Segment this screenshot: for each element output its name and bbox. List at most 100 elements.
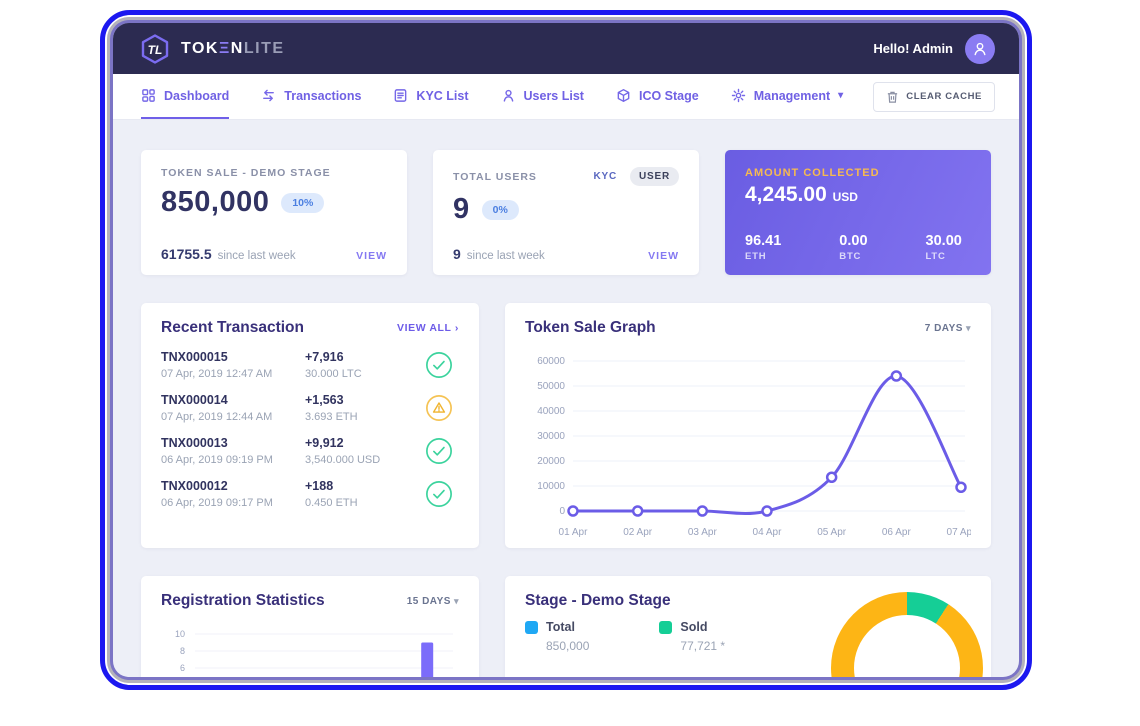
check-circle-icon — [426, 352, 452, 378]
total-users-view-link[interactable]: VIEW — [648, 250, 679, 262]
transaction-row: TNX000015 07 Apr, 2019 12:47 AM +7,916 30.… — [161, 350, 459, 380]
tx-value: 30.000 LTC — [305, 368, 362, 380]
gear-icon — [731, 88, 745, 103]
tx-value: 3,540.000 USD — [305, 454, 381, 466]
kyc-user-toggle: KYC USER — [585, 167, 679, 186]
view-all-link[interactable]: VIEW ALL › — [397, 322, 459, 334]
dashboard-content: TOKEN SALE - DEMO STAGE 850,000 10% 6175… — [113, 120, 1019, 677]
svg-text:02 Apr: 02 Apr — [623, 527, 653, 538]
nav-label: Transactions — [284, 88, 362, 103]
breakdown-unit: BTC — [839, 251, 862, 262]
breakdown-unit: LTC — [925, 251, 946, 262]
tx-id: TNX000013 — [161, 436, 228, 450]
chevron-down-icon: ▾ — [838, 90, 844, 101]
nav-label: ICO Stage — [638, 88, 699, 103]
clear-cache-label: CLEAR CACHE — [906, 91, 982, 102]
tx-amount: +7,916 — [305, 350, 344, 364]
chevron-down-icon: ▾ — [965, 322, 971, 333]
transaction-row: TNX000014 07 Apr, 2019 12:44 AM +1,563 3.6… — [161, 393, 459, 423]
breakdown-btc: 0.00 BTC — [839, 233, 867, 262]
nav-tab-management[interactable]: Management ▾ — [731, 74, 843, 119]
toggle-user[interactable]: USER — [630, 167, 679, 186]
transaction-row: TNX000012 06 Apr, 2019 09:17 PM +188 0.450… — [161, 479, 459, 509]
list-document-icon — [395, 89, 407, 102]
legend-total: Total 850,000 — [525, 620, 589, 653]
person-icon — [503, 89, 513, 102]
tx-date: 06 Apr, 2019 09:19 PM — [161, 454, 273, 466]
nav-label: Management — [753, 88, 831, 103]
nav-label: KYC List — [416, 88, 469, 103]
svg-text:07 Apr: 07 Apr — [947, 527, 971, 538]
check-circle-icon — [426, 481, 452, 507]
range-dropdown-15days[interactable]: 15 DAYS ▾ — [407, 596, 459, 607]
dashboard-grid-icon — [142, 89, 155, 102]
token-sale-delta: 61755.5 — [161, 246, 212, 262]
svg-text:06 Apr: 06 Apr — [882, 527, 912, 538]
trash-icon — [888, 91, 898, 103]
nav-tab-transactions[interactable]: Transactions — [261, 74, 361, 119]
total-users-value: 9 — [453, 193, 470, 225]
tx-id: TNX000012 — [161, 479, 228, 493]
brand-text-light: LITE — [243, 39, 285, 57]
tx-status-icon — [425, 437, 453, 465]
percent-badge: 0% — [481, 199, 519, 220]
svg-text:TL: TL — [148, 43, 163, 57]
tx-status-icon — [425, 480, 453, 508]
breakdown-value: 30.00 — [925, 233, 962, 249]
nav-tab-kyc-list[interactable]: KYC List — [393, 74, 469, 119]
token-sale-graph-card: Token Sale Graph 7 DAYS ▾ 0 10000 20000 3000… — [505, 303, 991, 548]
avatar[interactable] — [965, 33, 995, 64]
breakdown-ltc: 30.00 LTC — [926, 233, 962, 262]
nav-label: Users List — [523, 88, 584, 103]
stats-row: TOKEN SALE - DEMO STAGE 850,000 10% 6175… — [141, 150, 991, 275]
breakdown-eth: 96.41 ETH — [745, 233, 781, 262]
nav-tab-ico-stage[interactable]: ICO Stage — [616, 74, 699, 119]
svg-text:60000: 60000 — [537, 356, 565, 367]
user-icon — [974, 42, 986, 55]
breakdown-value: 96.41 — [745, 233, 782, 249]
tx-date: 06 Apr, 2019 09:17 PM — [161, 497, 273, 509]
middle-row: Recent Transaction VIEW ALL › TNX000015 0… — [141, 303, 991, 548]
delta-caption: since last week — [466, 250, 545, 262]
main-nav: Dashboard Transactions KYC List — [113, 74, 1019, 120]
check-circle-icon — [426, 438, 452, 464]
transfer-arrows-icon — [263, 89, 275, 102]
total-users-delta: 9 — [453, 246, 461, 262]
amount-collected-card: AMOUNT COLLECTED 4,245.00 USD 96.41 ETH … — [725, 150, 991, 275]
nav-tab-dashboard[interactable]: Dashboard — [141, 74, 230, 119]
brand-text-bold2: N — [230, 39, 244, 57]
svg-text:8: 8 — [180, 646, 185, 656]
warning-circle-icon — [426, 395, 452, 421]
tx-date: 07 Apr, 2019 12:47 AM — [161, 368, 273, 380]
legend-sold: Sold 77,721 * — [659, 620, 725, 653]
brand-text-e: Ξ — [218, 39, 231, 57]
brand-logo[interactable]: TL TOKΞNLITE — [139, 33, 285, 65]
tx-status-icon — [425, 394, 453, 422]
greeting-text: Hello! Admin — [873, 41, 953, 56]
amount-collected-label: AMOUNT COLLECTED — [745, 167, 880, 179]
nav-tab-users-list[interactable]: Users List — [501, 74, 584, 119]
transactions-title: Recent Transaction — [161, 319, 304, 336]
svg-text:6: 6 — [180, 663, 185, 673]
svg-text:03 Apr: 03 Apr — [688, 527, 718, 538]
breakdown-value: 0.00 — [839, 233, 868, 249]
token-sale-view-link[interactable]: VIEW — [356, 250, 387, 262]
registration-statistics-title: Registration Statistics — [161, 592, 325, 609]
range-dropdown-7days[interactable]: 7 DAYS ▾ — [925, 323, 971, 334]
tx-date: 07 Apr, 2019 12:44 AM — [161, 411, 273, 423]
percent-badge: 10% — [281, 192, 325, 213]
user-area: Hello! Admin — [873, 33, 995, 64]
svg-text:05 Apr: 05 Apr — [817, 527, 847, 538]
dashboard-screen: TL TOKΞNLITE Hello! Admin — [113, 23, 1019, 677]
currency-breakdown: 96.41 ETH 0.00 BTC 30.00 LTC — [745, 233, 971, 262]
toggle-kyc[interactable]: KYC — [593, 171, 618, 182]
registration-statistics-card: Registration Statistics 15 DAYS▾ 1086420 — [141, 576, 479, 677]
delta-caption: since last week — [217, 250, 296, 262]
token-sale-label: TOKEN SALE - DEMO STAGE — [161, 167, 331, 179]
tx-status-icon — [425, 351, 453, 379]
clear-cache-button[interactable]: CLEAR CACHE — [873, 81, 995, 112]
svg-text:20000: 20000 — [537, 456, 565, 467]
amount-collected-value: 4,245.00 USD — [745, 183, 971, 207]
chevron-right-icon: › — [454, 322, 459, 334]
